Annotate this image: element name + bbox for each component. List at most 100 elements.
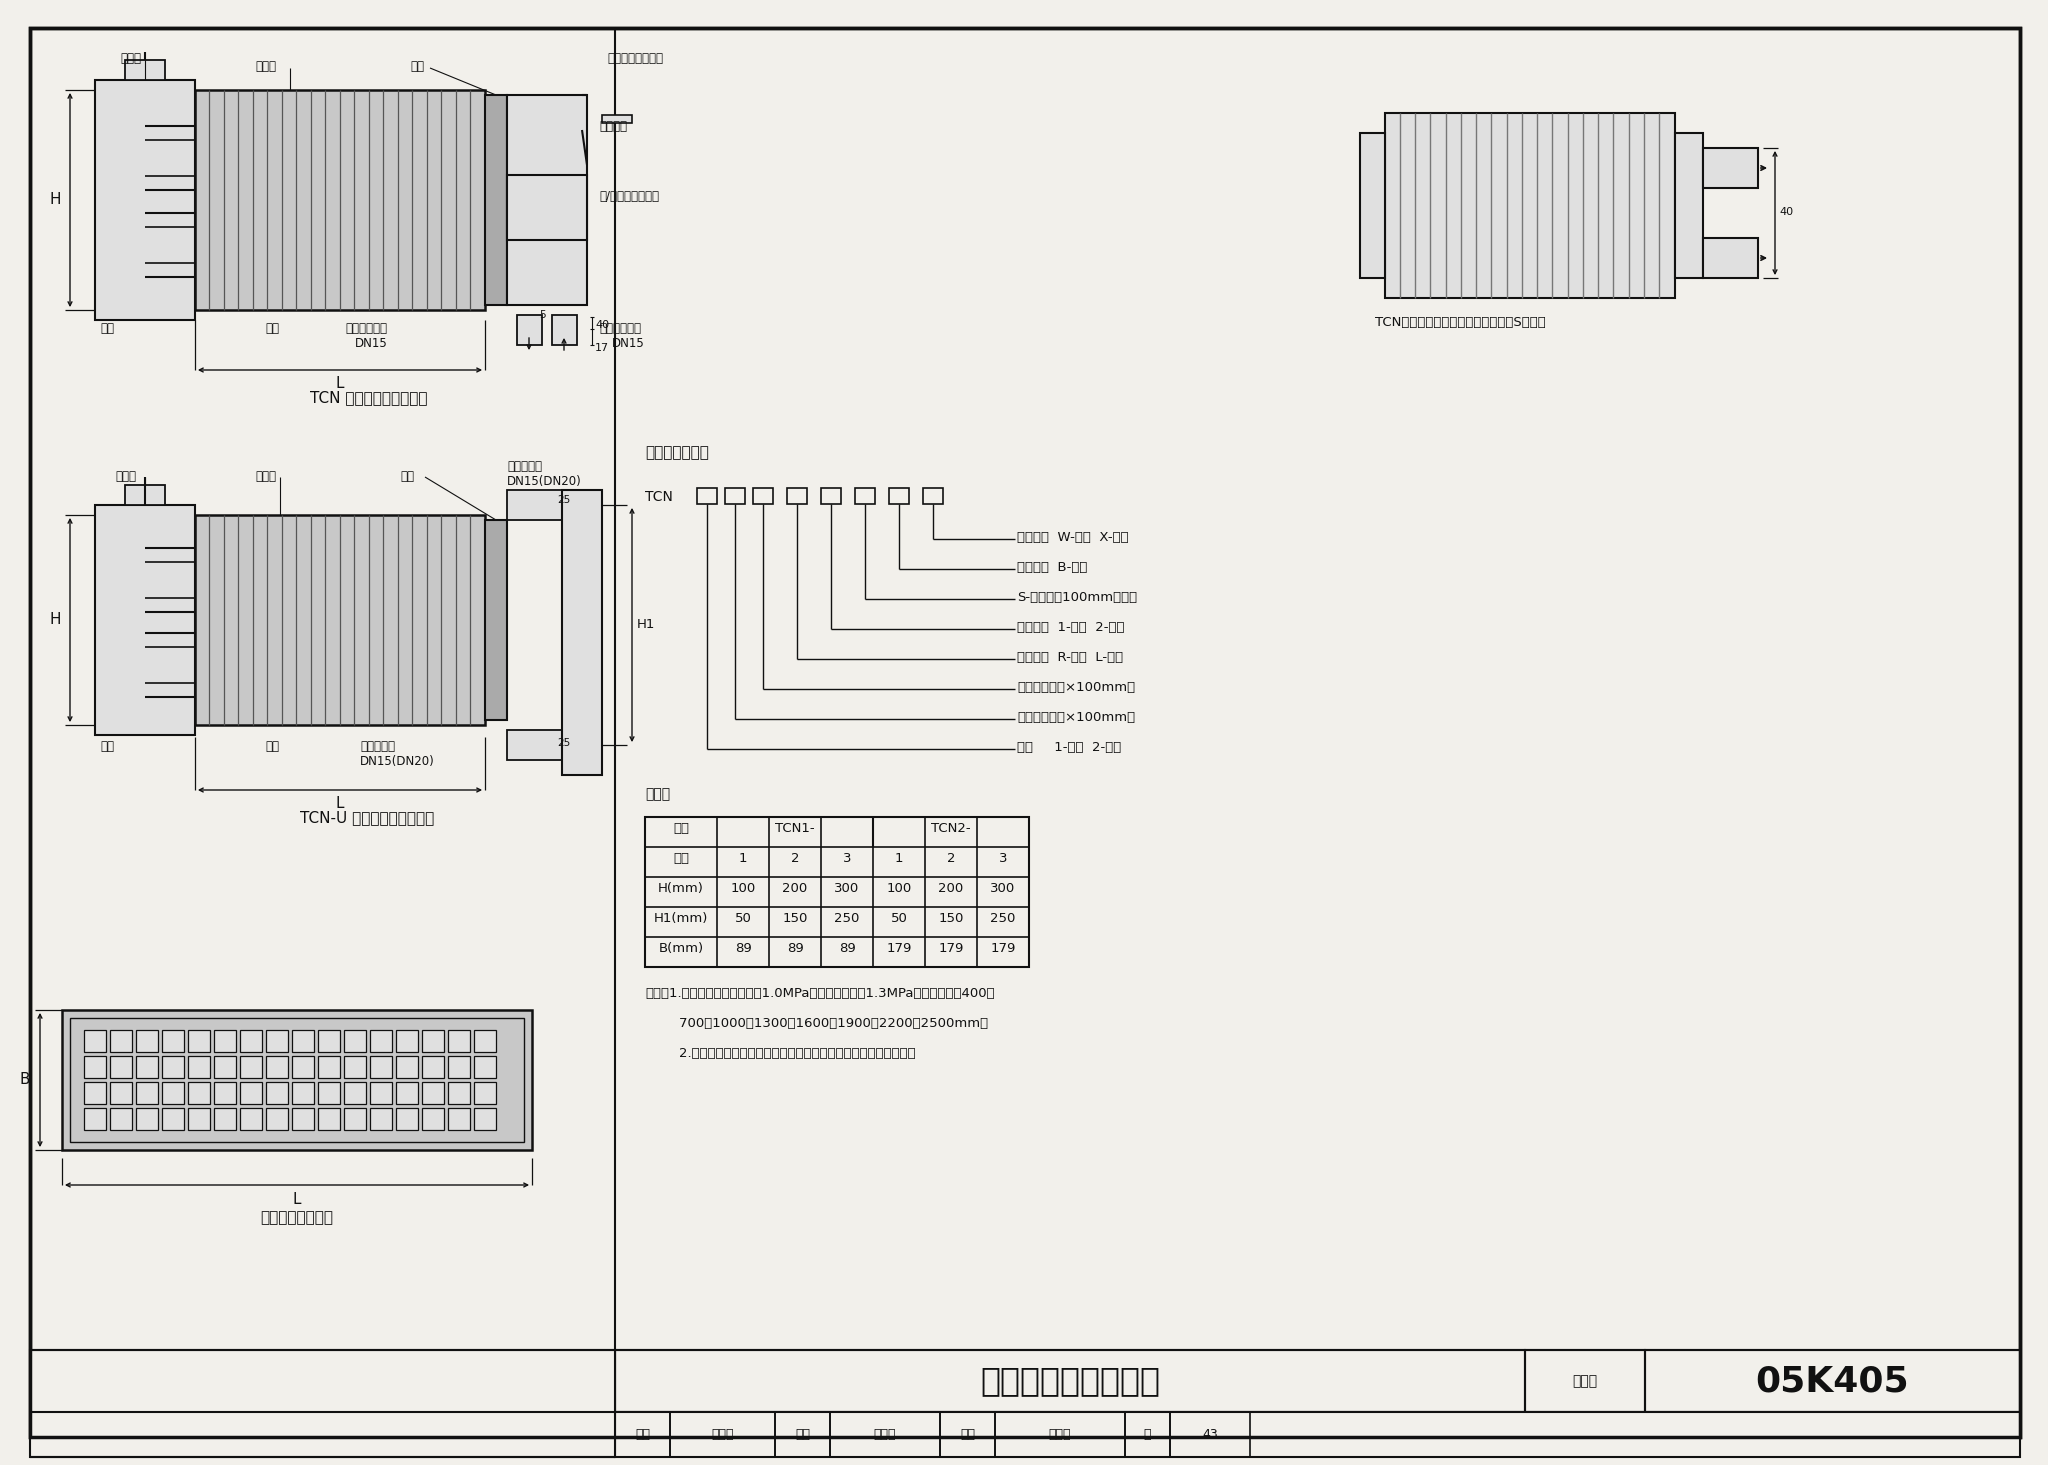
Bar xyxy=(422,1083,444,1105)
Text: 铜管: 铜管 xyxy=(100,322,115,335)
Bar xyxy=(188,1030,211,1052)
Text: 孙淑萍: 孙淑萍 xyxy=(711,1428,733,1442)
Bar xyxy=(508,174,588,240)
Bar xyxy=(1675,133,1704,278)
Text: 150: 150 xyxy=(782,913,807,924)
Text: 250: 250 xyxy=(834,913,860,924)
Text: 说明：1.散热器的最大工作压力1.0MPa，其试验压力为1.3MPa，标准长度为400、: 说明：1.散热器的最大工作压力1.0MPa，其试验压力为1.3MPa，标准长度为… xyxy=(645,987,995,1001)
Text: 放气阀: 放气阀 xyxy=(115,470,135,483)
Bar xyxy=(125,60,166,81)
Bar xyxy=(395,1108,418,1130)
Bar xyxy=(84,1030,106,1052)
Bar xyxy=(162,1030,184,1052)
Text: 200: 200 xyxy=(938,882,965,895)
Bar xyxy=(293,1030,313,1052)
Bar xyxy=(84,1083,106,1105)
Text: DN15(DN20): DN15(DN20) xyxy=(360,754,434,768)
Text: 2: 2 xyxy=(791,853,799,864)
Bar xyxy=(162,1056,184,1078)
Text: 劳逸民: 劳逸民 xyxy=(874,1428,897,1442)
Text: 1: 1 xyxy=(895,853,903,864)
Bar xyxy=(371,1056,391,1078)
Bar xyxy=(162,1108,184,1130)
Bar xyxy=(84,1056,106,1078)
Text: 3: 3 xyxy=(999,853,1008,864)
Bar xyxy=(195,516,485,725)
Text: 排数     1-单排  2-双排: 排数 1-单排 2-双排 xyxy=(1018,741,1120,754)
Bar xyxy=(516,315,543,344)
Text: 尺寸: 尺寸 xyxy=(674,853,688,864)
Text: 250: 250 xyxy=(991,913,1016,924)
Text: TCN1-: TCN1- xyxy=(776,822,815,835)
Bar xyxy=(125,485,166,505)
Bar xyxy=(188,1108,211,1130)
Text: 边框: 边框 xyxy=(264,740,279,753)
Text: 铝翅片: 铝翅片 xyxy=(256,470,276,483)
Text: 安装方式  W-挂墙  X-幕地: 安装方式 W-挂墙 X-幕地 xyxy=(1018,530,1128,544)
Text: 179: 179 xyxy=(938,942,965,955)
Text: 100: 100 xyxy=(887,882,911,895)
Text: 全铜水道对流散热器: 全铜水道对流散热器 xyxy=(981,1364,1159,1398)
Bar xyxy=(31,1351,614,1458)
Bar xyxy=(670,1412,774,1458)
Bar xyxy=(317,1083,340,1105)
Text: 43: 43 xyxy=(1202,1428,1219,1442)
Bar xyxy=(449,1056,469,1078)
Text: 页: 页 xyxy=(1143,1428,1151,1442)
Bar xyxy=(473,1083,496,1105)
Text: 审核: 审核 xyxy=(635,1428,649,1442)
Bar xyxy=(614,1412,2019,1458)
Text: 型号: 型号 xyxy=(674,822,688,835)
Text: 25: 25 xyxy=(557,738,569,749)
Circle shape xyxy=(598,130,637,170)
Bar xyxy=(266,1030,289,1052)
Bar xyxy=(449,1083,469,1105)
Bar xyxy=(344,1083,367,1105)
Text: 边框: 边框 xyxy=(264,322,279,335)
Bar xyxy=(111,1056,131,1078)
Text: 179: 179 xyxy=(887,942,911,955)
Bar xyxy=(293,1108,313,1130)
Text: 接管位置  B-下部: 接管位置 B-下部 xyxy=(1018,561,1087,574)
Text: 调节装置: 调节装置 xyxy=(598,120,627,133)
Bar xyxy=(188,1083,211,1105)
Text: 阀体位置  R-右侧  L-左侧: 阀体位置 R-右侧 L-左侧 xyxy=(1018,650,1122,664)
Bar xyxy=(995,1412,1124,1458)
Text: 300: 300 xyxy=(991,882,1016,895)
Bar xyxy=(473,1030,496,1052)
Text: 内置阀芯型温控阀: 内置阀芯型温控阀 xyxy=(606,51,664,64)
Bar xyxy=(240,1083,262,1105)
Bar xyxy=(449,1108,469,1130)
Bar xyxy=(786,488,807,504)
Text: B: B xyxy=(20,1072,31,1087)
Text: L: L xyxy=(336,795,344,812)
Bar xyxy=(1169,1412,1249,1458)
Text: H: H xyxy=(49,192,61,208)
Bar xyxy=(829,1412,940,1458)
Text: 17: 17 xyxy=(596,343,608,353)
Text: 附表：: 附表： xyxy=(645,787,670,801)
Bar xyxy=(111,1108,131,1130)
Bar xyxy=(344,1030,367,1052)
Text: 150: 150 xyxy=(938,913,965,924)
Bar xyxy=(508,730,561,760)
Bar xyxy=(614,1351,2019,1412)
Text: L: L xyxy=(293,1193,301,1207)
Bar xyxy=(924,488,942,504)
Bar xyxy=(473,1108,496,1130)
Bar xyxy=(1526,1351,1645,1412)
Text: 2.本页根据瑞特格散热器（天津）有限公司提供的技术资料编制。: 2.本页根据瑞特格散热器（天津）有限公司提供的技术资料编制。 xyxy=(645,1047,915,1061)
Bar xyxy=(317,1056,340,1078)
Bar xyxy=(266,1056,289,1078)
Text: 200: 200 xyxy=(782,882,807,895)
Bar xyxy=(395,1030,418,1052)
Bar xyxy=(371,1030,391,1052)
Text: 89: 89 xyxy=(735,942,752,955)
Bar xyxy=(240,1030,262,1052)
Bar xyxy=(84,1108,106,1130)
Bar xyxy=(614,1351,1526,1412)
Bar xyxy=(195,89,485,311)
Text: B(mm): B(mm) xyxy=(659,942,705,955)
Bar xyxy=(854,488,874,504)
Bar xyxy=(725,488,745,504)
